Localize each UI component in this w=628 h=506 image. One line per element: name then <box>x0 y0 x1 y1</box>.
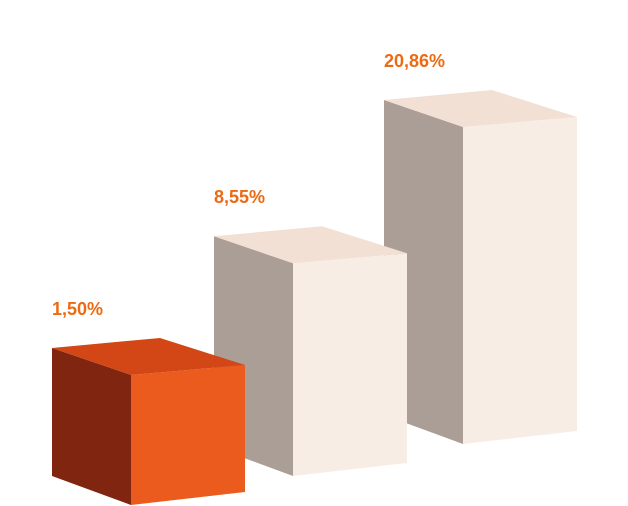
bar-top-face <box>384 90 577 127</box>
bar-top-face <box>214 226 407 264</box>
bar-front-face <box>463 117 577 444</box>
bar-top-face <box>52 337 245 375</box>
bar-3 <box>384 90 577 444</box>
bar-front-face <box>293 253 407 476</box>
bar-side-face <box>52 347 131 505</box>
data-label: 8,55% <box>214 187 265 207</box>
data-label: 1,50% <box>52 299 103 319</box>
data-label: 20,86% <box>384 51 445 71</box>
bar-front-face <box>131 364 245 505</box>
bar-1 <box>52 337 245 505</box>
